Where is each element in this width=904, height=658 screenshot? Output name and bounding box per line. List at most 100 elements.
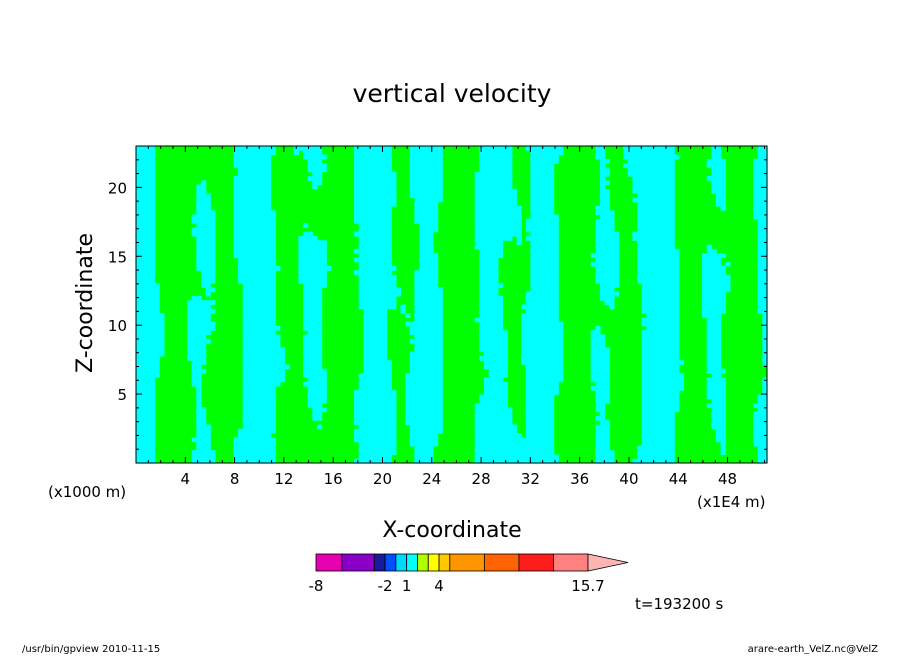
contour-cell	[386, 184, 392, 190]
contour-cell	[196, 385, 202, 391]
contour-cell	[256, 240, 262, 246]
contour-cell	[660, 167, 666, 173]
contour-cell	[205, 244, 211, 250]
contour-cell	[595, 458, 601, 464]
contour-cell	[372, 441, 378, 447]
contour-cell	[548, 261, 555, 267]
contour-cell	[530, 240, 536, 246]
contour-cell	[660, 381, 666, 387]
contour-cell	[149, 235, 156, 241]
contour-cell	[256, 304, 262, 310]
contour-cell	[140, 231, 146, 237]
contour-cell	[372, 214, 378, 220]
contour-cell	[261, 158, 267, 164]
contour-cell	[595, 223, 601, 228]
contour-cell	[251, 411, 258, 417]
contour-cell	[599, 270, 606, 276]
contour-cell	[316, 295, 323, 301]
contour-cell	[187, 343, 193, 348]
contour-cell	[377, 261, 383, 267]
contour-cell	[414, 158, 420, 164]
contour-cell	[660, 235, 666, 241]
contour-cell	[479, 338, 485, 344]
contour-cell	[247, 248, 253, 254]
contour-cell	[706, 257, 712, 263]
colorbar-box	[449, 553, 485, 572]
contour-cell	[706, 300, 712, 306]
contour-cell	[210, 210, 216, 216]
contour-cell	[539, 304, 545, 310]
contour-cell	[604, 201, 610, 207]
contour-cell	[604, 424, 610, 430]
contour-cell	[655, 265, 661, 271]
contour-cell	[497, 235, 504, 241]
contour-cell	[261, 265, 267, 271]
contour-cell	[377, 205, 383, 211]
contour-cell	[530, 248, 536, 254]
contour-cell	[136, 248, 142, 254]
contour-cell	[381, 223, 388, 228]
contour-cell	[354, 205, 360, 211]
contour-cell	[720, 308, 726, 314]
contour-cell	[247, 398, 253, 404]
contour-cell	[604, 167, 610, 173]
contour-cell	[604, 231, 610, 237]
contour-cell	[251, 458, 258, 464]
contour-cell	[479, 231, 485, 237]
contour-cell	[256, 420, 262, 426]
contour-cell	[762, 287, 768, 293]
contour-cell	[409, 167, 415, 173]
contour-cell	[256, 321, 262, 327]
contour-cell	[409, 325, 415, 331]
contour-cell	[548, 420, 555, 426]
contour-cell	[753, 184, 759, 190]
contour-cell	[386, 240, 392, 246]
contour-cell	[641, 261, 647, 267]
contour-cell	[432, 261, 439, 267]
contour-cell	[414, 403, 420, 408]
contour-cell	[414, 205, 420, 211]
contour-cell	[149, 158, 156, 164]
contour-cell	[381, 355, 388, 361]
contour-cell	[525, 403, 531, 408]
contour-cell	[493, 428, 499, 434]
contour-cell	[720, 445, 726, 451]
contour-cell	[539, 295, 545, 301]
contour-cell	[381, 175, 388, 181]
contour-cell	[725, 287, 731, 293]
contour-cell	[316, 270, 323, 276]
contour-cell	[669, 313, 675, 318]
contour-cell	[720, 295, 726, 301]
contour-cell	[715, 146, 722, 151]
contour-cell	[720, 184, 726, 190]
contour-cell	[265, 197, 272, 203]
contour-cell	[674, 377, 680, 383]
contour-cell	[497, 420, 504, 426]
contour-cell	[423, 343, 429, 348]
contour-cell	[372, 364, 378, 370]
contour-cell	[651, 283, 657, 288]
contour-cell	[711, 351, 717, 357]
contour-cell	[757, 394, 763, 400]
contour-cell	[757, 265, 763, 271]
contour-cell	[715, 338, 722, 344]
contour-cell	[553, 347, 559, 353]
contour-cell	[372, 458, 378, 464]
x-tick-label: 40	[619, 470, 638, 488]
contour-cell	[535, 158, 541, 164]
contour-cell	[539, 321, 545, 327]
contour-cell	[646, 407, 652, 413]
contour-cell	[321, 381, 327, 387]
contour-cell	[539, 343, 545, 348]
contour-cell	[377, 308, 383, 314]
contour-cell	[367, 235, 374, 241]
contour-cell	[715, 193, 722, 198]
contour-cell	[414, 150, 420, 156]
contour-cell	[664, 223, 671, 228]
contour-cell	[479, 175, 485, 181]
contour-cell	[535, 454, 541, 460]
contour-cell	[674, 283, 680, 288]
contour-cell	[149, 210, 156, 216]
contour-cell	[261, 175, 267, 181]
contour-cell	[669, 270, 675, 276]
